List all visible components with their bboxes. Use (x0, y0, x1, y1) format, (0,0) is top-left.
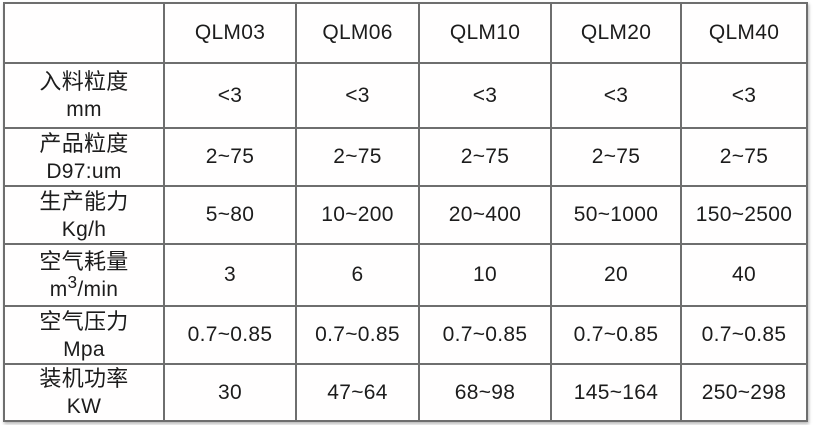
spec-cell: 30 (163, 363, 297, 422)
spec-cell: 250~298 (680, 363, 808, 422)
column-header: QLM10 (418, 2, 552, 64)
spec-cell: <3 (550, 62, 682, 129)
table-row: 空气耗量 m3/min 3 6 10 20 40 (3, 243, 808, 307)
table-row: 生产能力 Kg/h 5~80 10~200 20~400 50~1000 150~2500 (3, 185, 808, 245)
spec-cell: 2~75 (295, 127, 420, 187)
table-row: 入料粒度 mm <3 <3 <3 <3 <3 (3, 62, 808, 129)
table-row: 装机功率 KW 30 47~64 68~98 145~164 250~298 (3, 363, 808, 422)
row-label: 装机功率 KW (3, 363, 165, 422)
table-row: 空气压力 Mpa 0.7~0.85 0.7~0.85 0.7~0.85 0.7~0.85 0… (3, 305, 808, 365)
row-label-unit: D97:um (46, 159, 122, 183)
row-label-parameter: 入料粒度 (39, 69, 129, 94)
spec-cell: 6 (295, 243, 420, 307)
spec-cell: 47~64 (295, 363, 420, 422)
row-label-parameter: 空气耗量 (39, 248, 129, 274)
spec-cell: 0.7~0.85 (418, 305, 552, 365)
spec-cell: 0.7~0.85 (295, 305, 420, 365)
spec-cell: <3 (295, 62, 420, 129)
spec-cell: 10~200 (295, 185, 420, 245)
row-label-parameter: 装机功率 (39, 366, 129, 391)
spec-cell: 40 (680, 243, 808, 307)
spec-cell: 2~75 (550, 127, 682, 187)
column-header: QLM40 (680, 2, 808, 64)
spec-cell: 145~164 (550, 363, 682, 422)
spec-cell: 10 (418, 243, 552, 307)
row-label-unit: Mpa (63, 337, 105, 361)
spec-cell: 2~75 (680, 127, 808, 187)
spec-cell: 2~75 (163, 127, 297, 187)
row-label-unit: m3/min (49, 271, 119, 301)
spec-table: QLM03 QLM06 QLM10 QLM20 QLM40 入料粒度 mm <3 <3 <3 <3… (3, 2, 808, 422)
spec-cell: 20~400 (418, 185, 552, 245)
row-label-parameter: 空气压力 (39, 308, 129, 334)
spec-cell: 0.7~0.85 (163, 305, 297, 365)
row-label: 产品粒度 D97:um (3, 127, 165, 187)
header-row: QLM03 QLM06 QLM10 QLM20 QLM40 (3, 2, 808, 64)
corner-cell (3, 2, 165, 64)
table-body: 入料粒度 mm <3 <3 <3 <3 <3 产品粒度 D97:um 2~75 2~75 2~75 2~… (3, 62, 808, 422)
spec-cell: 0.7~0.85 (680, 305, 808, 365)
spec-cell: 68~98 (418, 363, 552, 422)
spec-cell: <3 (418, 62, 552, 129)
spec-cell: 20 (550, 243, 682, 307)
column-header: QLM06 (295, 2, 420, 64)
spec-cell: 150~2500 (680, 185, 808, 245)
row-label-unit: Kg/h (61, 217, 107, 241)
row-label-parameter: 产品粒度 (39, 130, 129, 156)
spec-cell: <3 (680, 62, 808, 129)
row-label: 入料粒度 mm (3, 62, 165, 129)
spec-cell: 0.7~0.85 (550, 305, 682, 365)
column-header: QLM03 (163, 2, 297, 64)
spec-cell: 3 (163, 243, 297, 307)
table-row: 产品粒度 D97:um 2~75 2~75 2~75 2~75 2~75 (3, 127, 808, 187)
row-label: 空气耗量 m3/min (3, 243, 165, 307)
spec-cell: 2~75 (418, 127, 552, 187)
row-label-unit: mm (66, 98, 102, 121)
spec-cell: 50~1000 (550, 185, 682, 245)
row-label: 生产能力 Kg/h (3, 185, 165, 245)
row-label-parameter: 生产能力 (39, 188, 129, 214)
column-header: QLM20 (550, 2, 682, 64)
spec-cell: <3 (163, 62, 297, 129)
row-label-unit: KW (66, 395, 102, 418)
row-label: 空气压力 Mpa (3, 305, 165, 365)
spec-cell: 5~80 (163, 185, 297, 245)
